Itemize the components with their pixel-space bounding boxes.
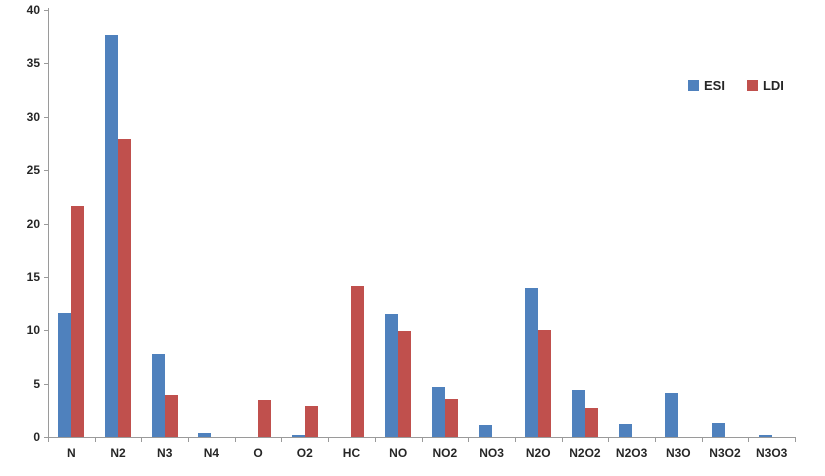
legend-item-ldi: LDI bbox=[746, 78, 784, 93]
x-axis-category-label: N2O2 bbox=[569, 446, 601, 460]
bar-esi-o2 bbox=[291, 434, 305, 437]
bar-esi-n3 bbox=[151, 353, 165, 437]
x-axis-category-label: N4 bbox=[203, 446, 220, 460]
y-axis-tick-label: 10 bbox=[26, 323, 40, 338]
x-tick-mark bbox=[374, 437, 376, 442]
esi-swatch-icon bbox=[688, 80, 699, 91]
bar-esi-n2o2 bbox=[571, 390, 585, 437]
x-axis-category-label: HC bbox=[342, 446, 361, 460]
x-axis-category-label: O bbox=[253, 446, 263, 460]
x-axis-line bbox=[44, 437, 795, 438]
x-axis-category-label: NO2 bbox=[432, 446, 458, 460]
y-axis-tick-label: 20 bbox=[26, 216, 40, 231]
y-tick-mark bbox=[44, 437, 48, 438]
y-axis-tick-label: 40 bbox=[26, 3, 40, 17]
x-tick-mark bbox=[561, 437, 563, 442]
bar-ldi-n2 bbox=[118, 139, 132, 437]
y-axis-tick-label: 0 bbox=[33, 430, 40, 444]
bar-esi-n bbox=[58, 313, 72, 437]
legend-item-esi: ESI bbox=[688, 78, 725, 93]
bar-esi-n3o2 bbox=[711, 423, 725, 437]
y-tick-mark bbox=[44, 383, 48, 385]
bar-esi-no bbox=[385, 314, 399, 437]
x-tick-mark bbox=[654, 437, 656, 442]
y-tick-mark bbox=[44, 223, 48, 225]
y-tick-mark bbox=[44, 276, 48, 278]
x-tick-mark bbox=[94, 437, 96, 442]
x-tick-mark bbox=[748, 437, 750, 442]
x-tick-mark bbox=[188, 437, 190, 442]
bar-ldi-n2o bbox=[538, 330, 552, 437]
x-tick-mark bbox=[468, 437, 470, 442]
x-tick-mark bbox=[514, 437, 516, 442]
y-axis-tick-label: 5 bbox=[33, 376, 40, 391]
bar-ldi-n bbox=[71, 206, 85, 437]
bar-ldi-n3 bbox=[164, 395, 178, 437]
x-axis-category-label: N3O2 bbox=[709, 446, 741, 460]
bar-esi-n3o bbox=[665, 393, 679, 437]
y-tick-mark bbox=[44, 330, 48, 332]
y-axis-tick-label: 25 bbox=[26, 163, 40, 178]
x-axis-category-label: N2 bbox=[110, 446, 126, 460]
legend-label-esi: ESI bbox=[704, 78, 725, 93]
x-axis-category-label: O2 bbox=[296, 446, 313, 460]
bar-esi-n2 bbox=[105, 34, 119, 437]
bar-ldi-no2 bbox=[444, 398, 458, 437]
x-axis-category-label: N bbox=[67, 446, 76, 460]
x-tick-mark bbox=[48, 437, 49, 442]
bar-ldi-hc bbox=[351, 286, 365, 437]
y-axis-line bbox=[48, 8, 49, 438]
chart-legend: ESI LDI bbox=[688, 78, 784, 93]
x-tick-mark bbox=[328, 437, 330, 442]
bar-esi-n3o3 bbox=[758, 435, 772, 437]
y-axis-tick-label: 15 bbox=[26, 269, 40, 284]
y-tick-mark bbox=[44, 116, 48, 118]
bar-esi-n4 bbox=[198, 432, 212, 437]
x-tick-mark bbox=[234, 437, 236, 442]
y-axis-tick-label: 35 bbox=[26, 56, 40, 71]
x-tick-mark bbox=[795, 437, 796, 442]
ldi-swatch-icon bbox=[746, 80, 758, 91]
x-tick-mark bbox=[608, 437, 610, 442]
bar-ldi-o2 bbox=[304, 406, 318, 437]
x-axis-category-label: N3O bbox=[665, 446, 691, 460]
y-tick-mark bbox=[44, 10, 48, 11]
legend-label-ldi: LDI bbox=[762, 78, 784, 93]
bar-esi-n2o bbox=[525, 287, 539, 437]
x-axis-category-label: NO bbox=[389, 446, 408, 460]
bar-ldi-no bbox=[398, 331, 412, 437]
y-tick-mark bbox=[44, 63, 48, 65]
x-tick-mark bbox=[421, 437, 423, 442]
y-axis-tick-label: 30 bbox=[26, 109, 40, 124]
x-tick-mark bbox=[141, 437, 143, 442]
y-tick-mark bbox=[44, 170, 48, 172]
x-axis-category-label: N2O bbox=[525, 446, 551, 460]
x-axis-category-label: N3O3 bbox=[755, 446, 788, 460]
x-axis-category-label: N2O3 bbox=[615, 446, 648, 460]
bar-esi-no2 bbox=[431, 386, 445, 437]
bar-esi-n2o3 bbox=[618, 424, 632, 437]
x-axis-category-label: N3 bbox=[157, 446, 173, 460]
x-tick-mark bbox=[701, 437, 703, 442]
x-tick-mark bbox=[281, 437, 283, 442]
x-axis-category-label: NO3 bbox=[479, 446, 504, 460]
bar-ldi-o bbox=[258, 399, 272, 437]
bar-esi-no3 bbox=[478, 425, 492, 437]
bar-ldi-n2o2 bbox=[584, 408, 598, 437]
